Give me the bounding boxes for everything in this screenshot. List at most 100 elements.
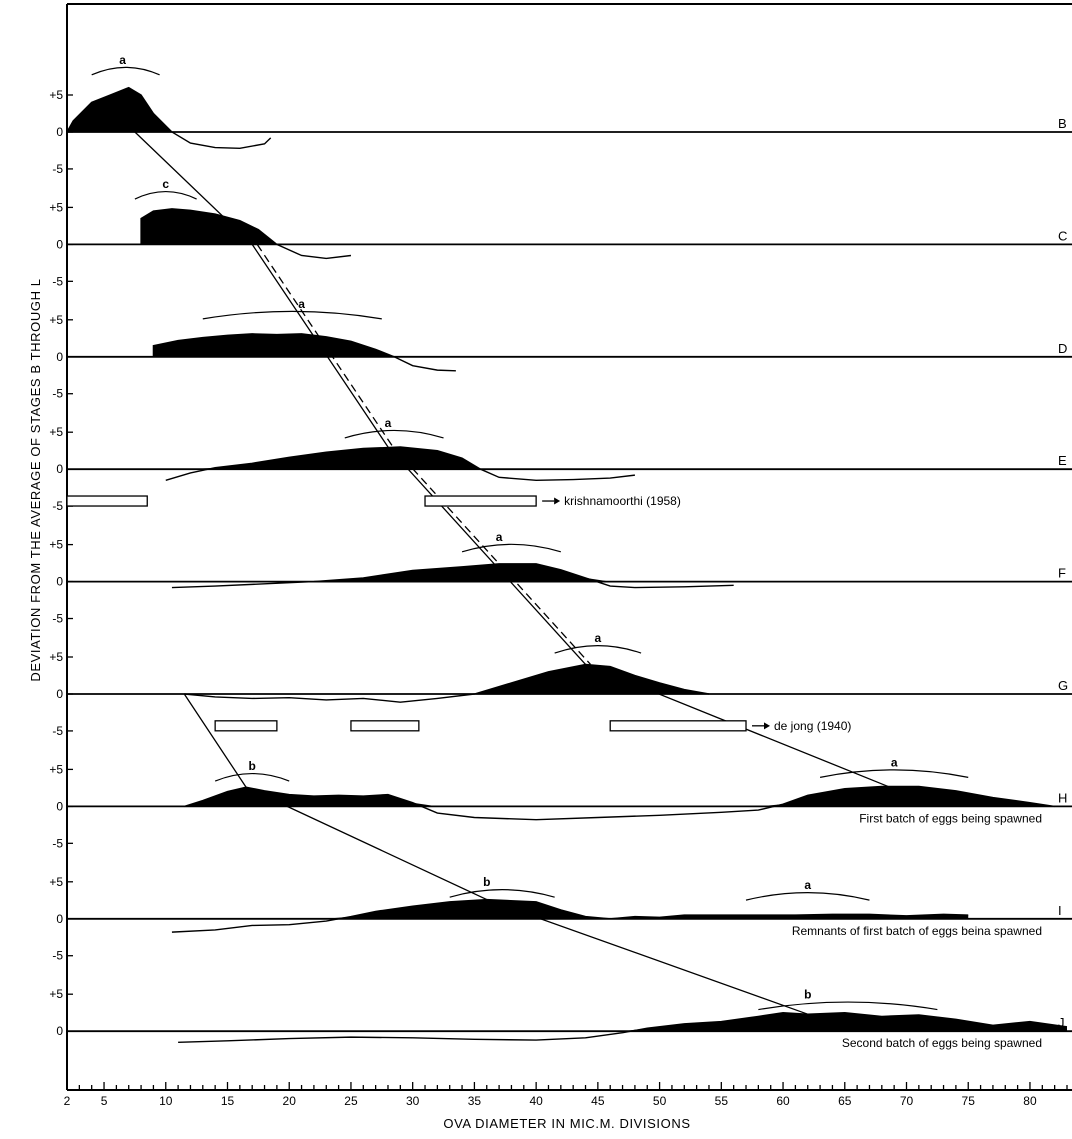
annotation-layer: a c a a a a b a First batch of eggs being spawne… [66,53,1042,1050]
peak-arc-F [461,543,562,553]
y-tick-label: +5 [49,200,63,214]
curve-letter-b: b [804,988,811,1002]
peak-arc-B [91,66,160,76]
y-tick-label: 0 [56,350,63,364]
y-tick-label: +5 [49,875,63,889]
deviation-curve-I [171,898,969,933]
y-tick-label: 0 [56,799,63,813]
deviation-curve-G [184,663,710,703]
panel-caption-I: Remnants of first batch of eggs beina sp… [792,924,1042,938]
curve-letter-a: a [496,530,503,544]
x-tick-label: 30 [406,1094,420,1108]
x-tick-label: 35 [468,1094,482,1108]
deviation-curve-D [152,333,456,372]
x-tick-label: 5 [101,1094,108,1108]
range-bar-label: krishnamoorthi (1958) [564,494,681,508]
curve-letter-a: a [891,755,898,769]
positive-area-H [184,786,1055,807]
x-axis-title: OVA DIAMETER IN MIC.M. DIVISIONS [443,1116,690,1131]
x-tick-label: 55 [715,1094,729,1108]
stage-label-F: F [1058,566,1066,581]
deviation-curve-J [178,1011,1068,1043]
positive-area-F [171,563,734,582]
curve-letter-a: a [385,416,392,430]
y-tick-label: -5 [52,949,63,963]
stage-label-B: B [1058,116,1067,131]
y-tick-label: 0 [56,687,63,701]
stage-label-I: I [1058,903,1062,918]
x-tick-label: 50 [653,1094,667,1108]
deviation-curve-B [66,86,272,149]
peak-arc-D [202,310,382,320]
y-tick-label: +5 [49,987,63,1001]
positive-area-J [178,1012,1068,1032]
y-tick-label: +5 [49,313,63,327]
range-arrow-head [554,497,561,505]
x-tick-label: 70 [900,1094,914,1108]
x-tick-label: 40 [529,1094,543,1108]
trend-line-solid [183,693,808,1015]
positive-area-D [153,333,456,357]
y-tick-label: +5 [49,88,63,102]
range-bar [214,720,278,732]
range-bar [424,495,537,507]
deviation-curve-F [171,563,734,589]
y-tick-label: +5 [49,762,63,776]
y-tick-label: +5 [49,650,63,664]
stage-label-G: G [1058,678,1068,693]
y-tick-label: -5 [52,499,63,513]
y-tick-label: -5 [52,387,63,401]
positive-area-G [184,664,709,694]
peak-arc-I [449,889,555,898]
positive-area-E [165,447,635,470]
y-tick-label: 0 [56,462,63,476]
y-tick-label: -5 [52,162,63,176]
range-bar-label: de jong (1940) [774,719,851,733]
y-tick-label: 0 [56,575,63,589]
range-arrow-head [764,722,771,730]
deviation-curve-E [165,446,635,482]
stage-label-H: H [1058,790,1067,805]
y-tick-label: 0 [56,125,63,139]
x-tick-label: 80 [1023,1094,1037,1108]
y-tick-label: 0 [56,912,63,926]
deviation-curve-C [140,208,352,260]
peak-arc-E [344,429,444,439]
curve-letter-a: a [119,53,126,67]
y-tick-label: 0 [56,1024,63,1038]
x-tick-label: 60 [776,1094,790,1108]
peak-arc-H [819,769,969,778]
y-tick-label: -5 [52,836,63,850]
stage-label-C: C [1058,228,1067,243]
curve-letter-b: b [249,759,256,773]
peak-arc-C [134,191,197,200]
peak-arc-I [745,892,870,901]
x-tick-label: 20 [283,1094,297,1108]
peak-arc-J [758,1001,938,1011]
curve-letter-a: a [595,631,602,645]
y-tick-label: -5 [52,724,63,738]
x-tick-label: 65 [838,1094,852,1108]
axes-layer: 2 5 10 15 20 25 30 35 40 45 50 55 60 65 70 75 80+50B-5+5… [49,3,1072,1108]
stage-label-D: D [1058,341,1067,356]
x-tick-label: 75 [962,1094,976,1108]
y-tick-label: +5 [49,538,63,552]
curve-letter-b: b [483,875,490,889]
x-tick-label: 45 [591,1094,605,1108]
x-tick-label: 2 [64,1094,71,1108]
panel-caption-J: Second batch of eggs being spawned [842,1036,1042,1050]
curve-letter-c: c [162,177,169,191]
y-tick-label: -5 [52,612,63,626]
positive-area-C [141,208,351,245]
y-tick-label: 0 [56,237,63,251]
peak-arc-G [554,645,642,654]
x-tick-label: 15 [221,1094,235,1108]
curve-letter-a: a [298,297,305,311]
curves-layer [66,86,1068,1043]
panel-caption-H: First batch of eggs being spawned [859,811,1042,825]
curve-letter-a: a [804,878,811,892]
x-tick-label: 10 [159,1094,173,1108]
range-bar [609,720,747,732]
